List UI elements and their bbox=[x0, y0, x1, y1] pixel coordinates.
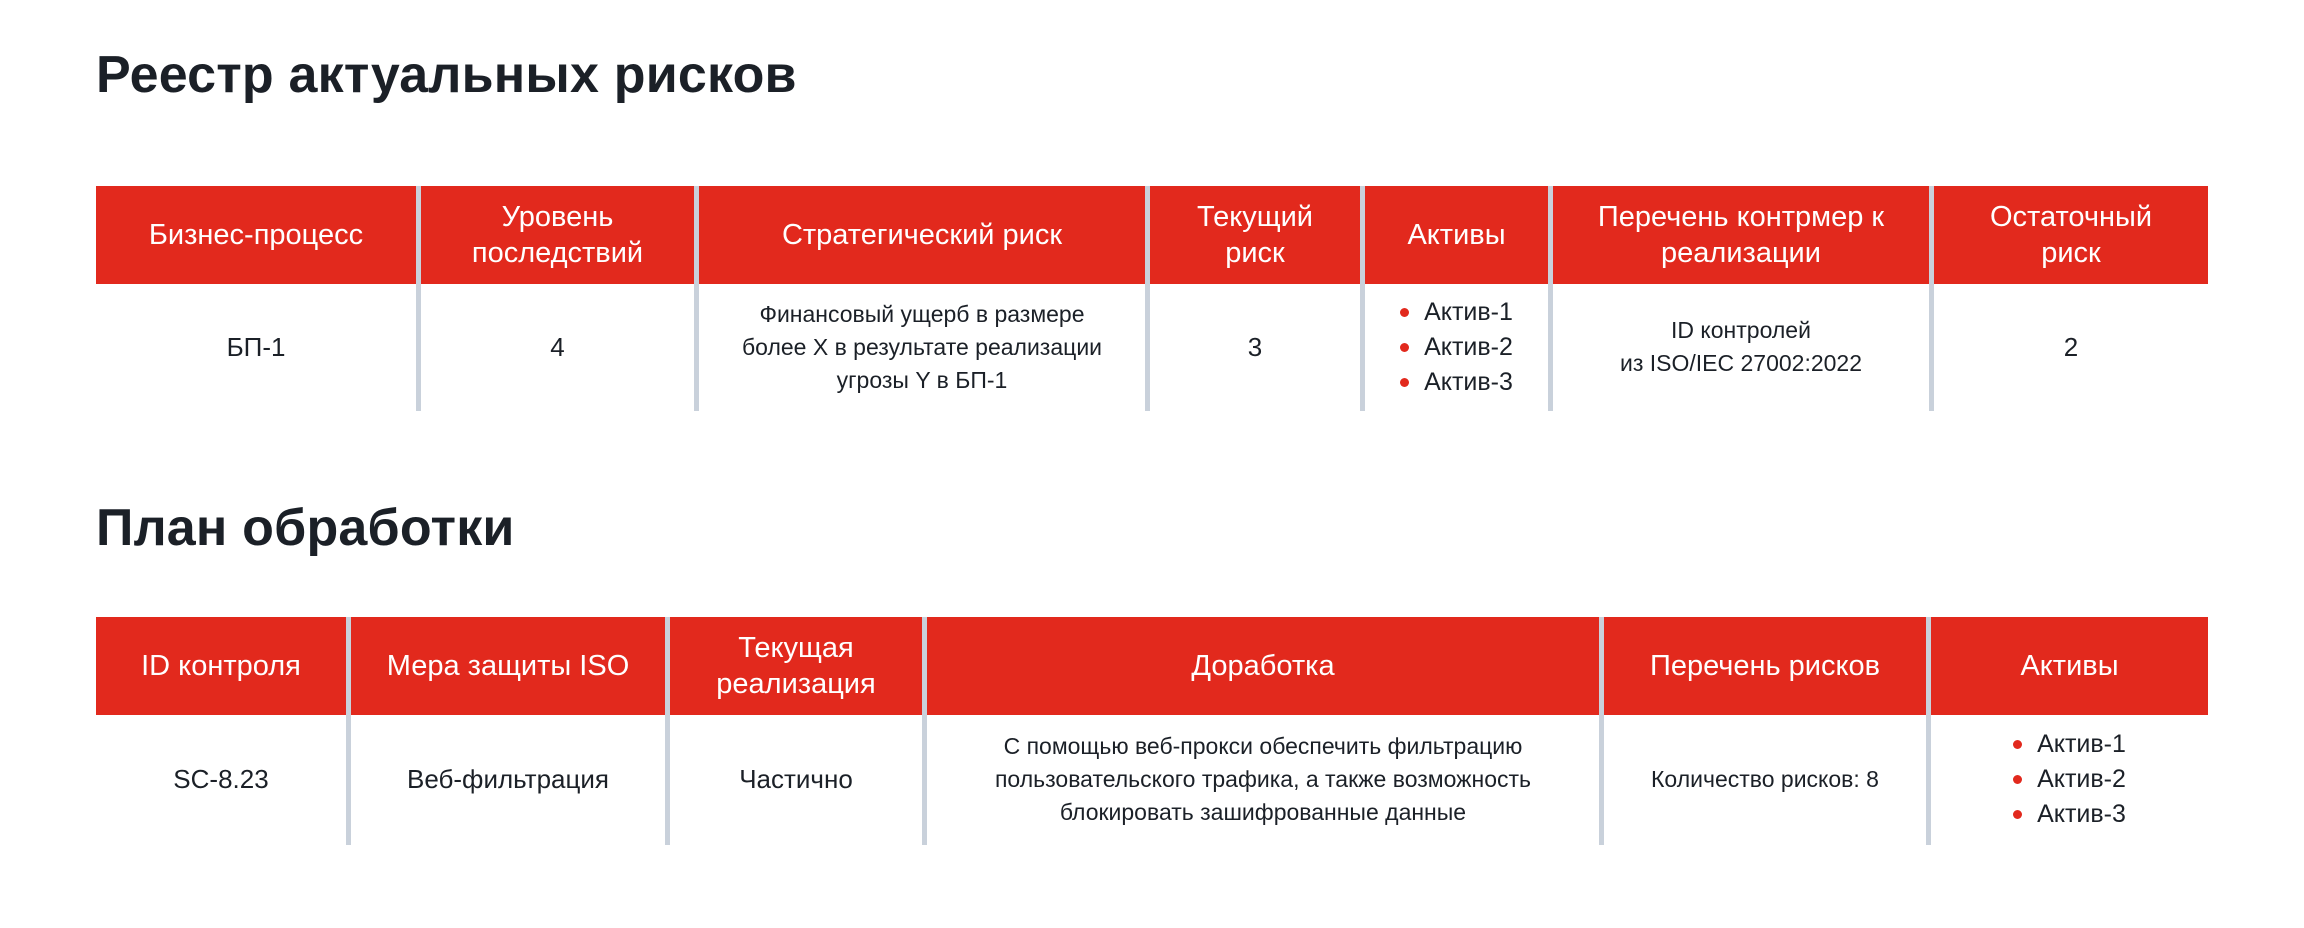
cell-countermeasures: ID контролей из ISO/IEC 27002:2022 bbox=[1553, 283, 1929, 411]
cell-risk-list: Количество рисков: 8 bbox=[1604, 714, 1926, 845]
asset-label: Актив-3 bbox=[2037, 800, 2126, 829]
header-residual-risk: Остаточный риск bbox=[1934, 185, 2208, 284]
bullet-icon bbox=[2013, 810, 2023, 820]
treatment-plan-title: План обработки bbox=[96, 498, 515, 557]
asset-list-item: Актив-2 bbox=[2013, 763, 2126, 796]
cell-plan-assets: Актив-1 Актив-2 Актив-3 bbox=[1931, 714, 2208, 845]
asset-label: Актив-3 bbox=[1424, 367, 1513, 396]
asset-label: Актив-2 bbox=[2037, 765, 2126, 794]
asset-list-item: Актив-2 bbox=[1400, 331, 1513, 364]
bullet-icon bbox=[2013, 740, 2023, 750]
asset-label: Актив-1 bbox=[2037, 730, 2126, 759]
cell-current-implementation: Частично bbox=[670, 714, 922, 845]
header-business-process: Бизнес-процесс bbox=[96, 185, 416, 284]
cell-iso-measure: Веб-фильтрация bbox=[351, 714, 665, 845]
header-plan-assets: Активы bbox=[1931, 616, 2208, 715]
header-consequence-level: Уровень последствий bbox=[421, 185, 694, 284]
header-strategic-risk: Стратегический риск bbox=[699, 185, 1145, 284]
header-iso-measure: Мера защиты ISO bbox=[351, 616, 665, 715]
risk-register-table: Бизнес-процесс Уровень последствий Страт… bbox=[96, 185, 2208, 411]
cell-strategic-risk: Финансовый ущерб в размере более X в рез… bbox=[699, 283, 1145, 411]
asset-list-item: Актив-3 bbox=[1400, 366, 1513, 399]
header-risk-list: Перечень рисков bbox=[1604, 616, 1926, 715]
risk-register-title: Реестр актуальных рисков bbox=[96, 46, 797, 104]
header-control-id: ID контроля bbox=[96, 616, 346, 715]
bullet-icon bbox=[1400, 377, 1410, 387]
asset-list: Актив-1 Актив-2 Актив-3 bbox=[1400, 296, 1513, 399]
asset-label: Актив-2 bbox=[1424, 332, 1513, 361]
header-improvement: Доработка bbox=[927, 616, 1599, 715]
cell-residual-risk: 2 bbox=[1934, 283, 2208, 411]
treatment-plan-table: ID контроля Мера защиты ISO Текущая реал… bbox=[96, 616, 2208, 845]
asset-list-item: Актив-3 bbox=[2013, 798, 2126, 831]
asset-label: Актив-1 bbox=[1424, 297, 1513, 326]
cell-business-process: БП-1 bbox=[96, 283, 416, 411]
bullet-icon bbox=[2013, 775, 2023, 785]
cell-current-risk: 3 bbox=[1150, 283, 1360, 411]
asset-list-item: Актив-1 bbox=[1400, 296, 1513, 329]
cell-control-id: SC-8.23 bbox=[96, 714, 346, 845]
header-assets: Активы bbox=[1365, 185, 1548, 284]
content-area: Реестр актуальных рисков Бизнес-процесс … bbox=[96, 0, 2208, 845]
bullet-icon bbox=[1400, 342, 1410, 352]
cell-improvement: С помощью веб-прокси обеспечить фильтрац… bbox=[927, 714, 1599, 845]
header-countermeasures: Перечень контрмер к реализации bbox=[1553, 185, 1929, 284]
bullet-icon bbox=[1400, 307, 1410, 317]
cell-consequence-level: 4 bbox=[421, 283, 694, 411]
cell-assets: Актив-1 Актив-2 Актив-3 bbox=[1365, 283, 1548, 411]
header-current-risk: Текущий риск bbox=[1150, 185, 1360, 284]
asset-list-item: Актив-1 bbox=[2013, 728, 2126, 761]
asset-list: Актив-1 Актив-2 Актив-3 bbox=[2013, 728, 2126, 831]
header-current-implementation: Текущая реализация bbox=[670, 616, 922, 715]
